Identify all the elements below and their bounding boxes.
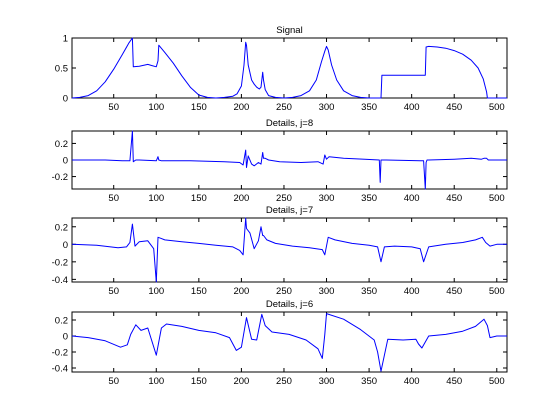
x-tick-label: 150 [191,286,207,297]
y-tick-label: 0 [63,332,68,343]
y-tick-label: 0.5 [55,64,68,75]
x-tick-label: 350 [361,102,377,113]
x-tick-label: 450 [446,102,462,113]
y-tick-label: -0.2 [52,257,68,268]
y-tick-label: 0 [63,94,68,105]
y-tick-label: 0.2 [55,316,68,327]
x-tick-label: 250 [276,376,292,387]
y-tick-label: -0.2 [52,172,68,183]
y-tick-label: -0.2 [52,348,68,359]
plot-frame-1 [71,37,508,99]
x-tick-label: 150 [191,193,207,204]
x-tick-label: 300 [319,102,335,113]
x-tick-label: 100 [148,102,164,113]
x-tick-label: 200 [233,102,249,113]
x-tick-label: 150 [191,376,207,387]
series-line-2 [72,130,507,190]
x-tick-label: 350 [361,193,377,204]
y-tick-label: -0.4 [52,364,68,375]
chart-title-2: Details, j=8 [266,118,313,129]
series-line-4 [71,313,507,372]
x-tick-label: 200 [233,193,249,204]
x-tick-label: 500 [489,193,505,204]
x-tick-label: 400 [404,286,420,297]
x-tick-label: 200 [233,286,249,297]
x-tick-label: 350 [361,376,377,387]
x-tick-label: 500 [489,102,505,113]
x-tick-label: 400 [404,102,420,113]
y-tick-label: 0.2 [55,222,68,233]
series-line-3 [71,217,507,283]
x-tick-label: 250 [276,286,292,297]
y-tick-label: 0.2 [55,139,68,150]
x-tick-label: 100 [148,286,164,297]
x-tick-label: 250 [276,102,292,113]
y-tick-label: 1 [63,34,68,45]
x-tick-label: 450 [446,376,462,387]
series-line-1 [71,37,507,99]
x-tick-label: 450 [446,193,462,204]
x-tick-label: 50 [108,193,119,204]
x-tick-label: 100 [148,193,164,204]
x-tick-label: 450 [446,286,462,297]
y-tick-label: 0 [63,156,68,167]
x-tick-label: 400 [404,193,420,204]
x-tick-label: 200 [233,376,249,387]
y-tick-label: 0 [63,240,68,251]
x-tick-label: 100 [148,376,164,387]
x-tick-label: 500 [489,376,505,387]
x-tick-label: 300 [319,286,335,297]
x-tick-label: 300 [319,193,335,204]
x-tick-label: 50 [108,102,119,113]
x-tick-label: 400 [404,376,420,387]
x-tick-label: 500 [489,286,505,297]
x-tick-label: 150 [191,102,207,113]
x-tick-label: 50 [108,286,119,297]
x-tick-label: 350 [361,286,377,297]
plot-frame-4 [71,311,508,373]
chart-title-3: Details, j=7 [266,205,313,216]
x-tick-label: 250 [276,193,292,204]
chart-title-1: Signal [276,25,302,36]
y-tick-label: -0.4 [52,275,68,286]
x-tick-label: 300 [319,376,335,387]
x-tick-label: 50 [108,376,119,387]
plot-frame-3 [71,217,508,283]
chart-title-4: Details, j=6 [266,299,313,310]
